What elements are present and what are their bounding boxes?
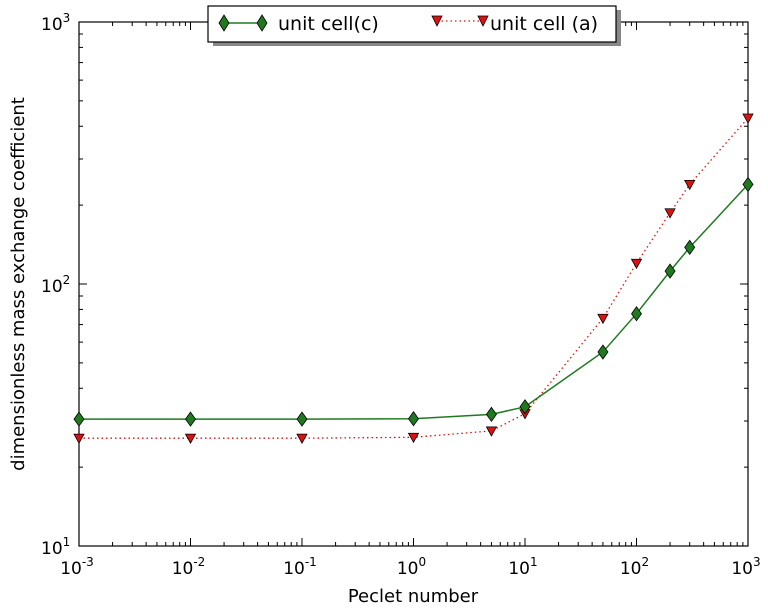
legend-marker-unit-cell-a-left [431, 15, 443, 27]
plot-frame [78, 21, 749, 547]
x-tick-base: 10 [620, 559, 642, 579]
series-layer [73, 113, 754, 444]
data-point-unit-cell-a [742, 113, 754, 124]
x-tick-base: 10 [508, 559, 530, 579]
data-point-unit-cell-c [742, 176, 754, 193]
x-tick-exponent: 1 [530, 555, 538, 569]
data-point-unit-cell-a [296, 433, 308, 444]
legend-label-unit-cell-a: unit cell (a) [490, 13, 598, 35]
data-point-unit-cell-c [664, 263, 676, 279]
data-point-unit-cell-c [684, 239, 696, 256]
x-tick-base: 10 [172, 559, 194, 579]
legend: unit cell(c) unit cell (a) [207, 5, 621, 46]
y-tick-base: 10 [41, 277, 63, 297]
x-axis-ticks: 10-3 10-2 10-1 100 101 102 103 [60, 22, 761, 579]
data-point-unit-cell-c [408, 411, 419, 427]
x-tick-base: 10 [731, 559, 753, 579]
x-axis-title: Peclet number [348, 586, 479, 607]
data-point-unit-cell-c [185, 411, 196, 427]
data-point-unit-cell-c [597, 344, 609, 360]
data-point-unit-cell-a [184, 433, 197, 444]
y-tick-base: 10 [41, 15, 63, 35]
y-tick-exponent: 1 [63, 535, 71, 549]
x-tick-label: 10-1 [283, 555, 317, 579]
x-tick-label: 10-3 [60, 555, 94, 579]
legend-box [207, 5, 617, 43]
data-point-unit-cell-a [485, 426, 498, 437]
y-tick-exponent: 3 [63, 11, 71, 25]
y-tick-base: 10 [41, 539, 63, 559]
plot-area [78, 21, 749, 547]
data-point-unit-cell-c [631, 306, 642, 322]
legend-marker-unit-cell-c-left [218, 14, 230, 32]
y-tick-label: 103 [41, 11, 70, 35]
data-point-unit-cell-c [296, 411, 308, 427]
x-tick-label: 102 [620, 555, 649, 579]
x-tick-exponent: -1 [305, 555, 317, 569]
data-point-unit-cell-c [73, 411, 85, 427]
x-tick-label: 101 [508, 555, 537, 579]
data-point-unit-cell-a [597, 313, 609, 325]
data-point-unit-cell-a [73, 433, 85, 444]
legend-marker-unit-cell-c-right [256, 14, 268, 32]
data-point-unit-cell-a [664, 208, 676, 219]
data-point-unit-cell-a [684, 179, 696, 191]
x-tick-exponent: -3 [82, 555, 94, 569]
x-tick-exponent: 3 [753, 555, 761, 569]
data-point-unit-cell-c [485, 406, 497, 423]
x-tick-label: 10-2 [172, 555, 206, 579]
y-axis-title: dimensionless mass exchange coefficient [8, 97, 29, 471]
x-tick-exponent: 0 [419, 555, 427, 569]
x-tick-base: 10 [397, 559, 419, 579]
legend-label-unit-cell-c: unit cell(c) [278, 13, 379, 35]
x-tick-exponent: 2 [642, 555, 650, 569]
x-tick-base: 10 [283, 559, 305, 579]
x-tick-exponent: -2 [193, 555, 205, 569]
data-point-unit-cell-c [519, 399, 531, 415]
data-point-unit-cell-a [407, 432, 420, 444]
legend-marker-unit-cell-a-right [477, 15, 489, 27]
x-tick-base: 10 [60, 559, 82, 579]
x-tick-label: 100 [397, 555, 426, 579]
data-point-unit-cell-a [630, 258, 643, 270]
x-tick-label: 103 [731, 555, 760, 579]
y-tick-label: 101 [41, 535, 70, 559]
y-tick-exponent: 2 [63, 273, 71, 287]
y-tick-label: 102 [41, 273, 70, 297]
